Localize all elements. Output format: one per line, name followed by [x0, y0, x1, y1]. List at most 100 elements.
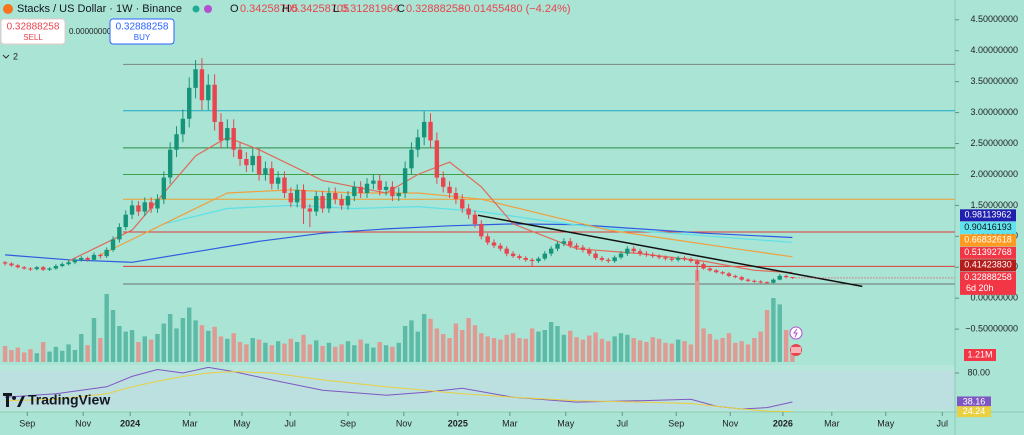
candle-body [263, 168, 268, 175]
candle-body [714, 270, 719, 273]
volume-bar [409, 320, 414, 362]
candle-body [479, 223, 484, 237]
candle-body [428, 121, 433, 141]
sell-price: 0.32888258 [7, 22, 60, 33]
volume-bar [707, 334, 713, 362]
overlay: Stacks / US Dollar · 1W · Binance O 0.34… [0, 3, 803, 408]
volume-bar [606, 341, 611, 362]
symbol-icon [3, 4, 13, 14]
candle-body [390, 186, 395, 197]
market-status [192, 5, 200, 13]
candle-body [2, 262, 8, 264]
volume-bar [256, 339, 262, 362]
oscillator-band [0, 371, 955, 409]
oscillator-line [5, 371, 793, 413]
low-key: L [333, 3, 339, 15]
candle-body [701, 264, 706, 269]
volume-bar [675, 339, 681, 362]
volume-bar [180, 318, 186, 362]
volume-bar [123, 331, 128, 362]
candle-body [352, 186, 357, 197]
volume-bar [790, 352, 795, 362]
x-tick-label: Nov [396, 418, 413, 428]
volume-bar [510, 333, 516, 362]
volume-bar [294, 342, 300, 362]
candle-body [777, 275, 782, 280]
volume-bar [364, 343, 370, 362]
candle-body [85, 257, 90, 260]
moving-average [68, 136, 793, 274]
buy-button[interactable] [109, 18, 175, 45]
x-tick-label: Sep [19, 418, 35, 428]
logo-text: TradingView [28, 392, 110, 408]
volume-bar [523, 338, 528, 362]
volume-bar [47, 351, 52, 362]
candle-body [460, 199, 465, 209]
candle-body [174, 134, 179, 150]
candle-body [320, 196, 325, 209]
candle-body [9, 263, 14, 266]
x-tick-label: Mar [502, 418, 518, 428]
countdown: 6d 20h [966, 283, 994, 293]
candle-body [66, 262, 71, 265]
volume-bar [460, 330, 465, 362]
candle-body [510, 253, 516, 257]
x-tick-label: Nov [75, 418, 92, 428]
candle-body [542, 253, 548, 259]
candle-body [637, 251, 643, 254]
plot: 4.50000000 4.00000000 3.50000000 3.00000000… [2, 14, 1018, 428]
volume-bar [85, 345, 90, 362]
candle-body [383, 186, 389, 190]
oscillator-pane [0, 365, 955, 412]
sell-button[interactable] [0, 18, 66, 45]
indicator-count: 2 [13, 51, 18, 61]
candle-body [733, 275, 738, 278]
x-tick-label: Jul [284, 418, 296, 428]
candle-body [167, 149, 173, 178]
y-tick-label: −0.50000000 [965, 323, 1018, 333]
candle-body [580, 247, 586, 250]
volume-label-box [964, 349, 996, 361]
volume-bar [625, 334, 630, 362]
volume-bar [72, 350, 78, 362]
volume-bar [212, 326, 217, 362]
volume-bar [688, 344, 694, 362]
candle-body [599, 257, 605, 260]
volume-bar [555, 326, 560, 362]
x-tick-label: Nov [722, 418, 739, 428]
buy-label: BUY [134, 33, 151, 42]
volume-bar [383, 345, 389, 362]
candle-body [123, 214, 128, 228]
candle-body [199, 69, 205, 101]
volume-bar [529, 328, 535, 362]
candle-body [60, 264, 65, 267]
volume-bar [314, 340, 319, 362]
volume-bar [326, 342, 332, 362]
volume-bar [237, 342, 243, 362]
candle-body [155, 199, 160, 209]
volume-bar [656, 338, 662, 362]
candle-body [434, 140, 440, 178]
open-key: O [230, 3, 239, 15]
candle-body [644, 253, 649, 255]
volume-bar [136, 342, 141, 362]
price-label-box [960, 234, 1016, 247]
osc-value-box [957, 406, 991, 418]
volume-bar [148, 339, 154, 362]
volume-bar [79, 334, 84, 362]
volume-bar [663, 342, 668, 362]
volume-bar [548, 322, 554, 362]
volume-bar [466, 318, 471, 362]
volume-bar [618, 333, 624, 362]
candle-body [129, 205, 135, 215]
volume-bar [695, 270, 700, 362]
collapse-icon[interactable] [2, 54, 10, 59]
volume-bar [199, 325, 205, 362]
candle-body [593, 253, 598, 258]
candle-body [771, 279, 776, 283]
volume-bar [453, 323, 459, 362]
volume-bar [104, 294, 109, 362]
volume-bar [783, 330, 789, 362]
volume-bar [631, 338, 636, 362]
